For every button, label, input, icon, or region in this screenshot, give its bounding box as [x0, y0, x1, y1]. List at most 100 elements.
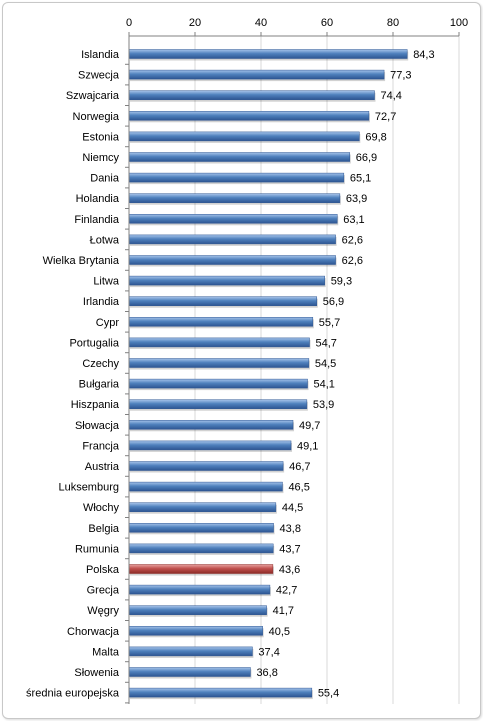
- value-label: 41,7: [273, 605, 294, 617]
- category-label: Cypr: [96, 317, 120, 329]
- category-label: Łotwa: [90, 234, 120, 246]
- category-label: Szwecja: [78, 70, 120, 82]
- bar: [128, 646, 253, 657]
- value-label: 44,5: [282, 502, 303, 514]
- category-label: Dania: [90, 173, 120, 185]
- value-label: 56,9: [323, 296, 344, 308]
- bars: [128, 49, 409, 700]
- value-label: 84,3: [413, 49, 434, 61]
- bar: [128, 605, 267, 615]
- category-label: średnia europejska: [26, 688, 120, 700]
- x-tick-label: 0: [126, 17, 132, 29]
- value-label: 69,8: [365, 131, 386, 143]
- x-tick-label: 60: [321, 17, 333, 29]
- category-label: Czechy: [82, 358, 119, 370]
- value-label: 65,1: [350, 173, 371, 185]
- bar: [128, 172, 345, 183]
- category-label: Polska: [86, 564, 120, 576]
- value-label: 54,5: [315, 358, 336, 370]
- value-label: 55,4: [318, 688, 339, 700]
- bar: [128, 667, 251, 677]
- bar: [128, 152, 351, 162]
- bar: [128, 523, 274, 533]
- value-label: 59,3: [331, 276, 352, 288]
- bar: [128, 69, 385, 80]
- category-label: Węgry: [87, 605, 119, 617]
- x-tick-label: 20: [189, 17, 201, 29]
- value-label: 54,7: [316, 337, 337, 349]
- category-label: Niemcy: [82, 152, 119, 164]
- value-label: 43,6: [279, 564, 300, 576]
- bar: [128, 275, 325, 286]
- category-label: Włochy: [83, 502, 120, 514]
- value-label: 43,8: [280, 523, 301, 535]
- bar: [128, 337, 310, 348]
- category-label: Holandia: [76, 193, 120, 205]
- value-label: 62,6: [342, 255, 363, 267]
- category-label: Słowacja: [75, 420, 120, 432]
- value-label: 74,4: [381, 90, 402, 102]
- bar: [128, 358, 310, 368]
- bar: [128, 90, 375, 100]
- category-label: Irlandia: [83, 296, 120, 308]
- category-labels: Islandia Szwecja Szwajcaria Norwegia Estonia…: [26, 49, 129, 704]
- value-label: 49,7: [299, 420, 320, 432]
- category-label: Chorwacja: [67, 626, 120, 638]
- bar: [128, 420, 294, 430]
- bar-highlight: [128, 564, 274, 574]
- bar: [128, 234, 336, 245]
- category-label: Grecja: [87, 585, 120, 597]
- value-label: 49,1: [297, 440, 318, 452]
- value-label: 77,3: [390, 70, 411, 82]
- bar: [128, 502, 277, 512]
- value-label: 40,5: [269, 626, 290, 638]
- category-label: Finlandia: [74, 214, 120, 226]
- value-label: 36,8: [256, 667, 277, 679]
- value-labels: 84,377,3 74,4 72,7 69,8 66,9 65,1 63,9 63,1 62,6…: [256, 49, 434, 700]
- category-label: Portugalia: [69, 337, 119, 349]
- x-axis-ticks: 0 20 40 60 80 100: [126, 17, 468, 37]
- bar: [128, 214, 338, 224]
- x-tick-label: 40: [255, 17, 267, 29]
- bar: [128, 111, 370, 121]
- bar: [128, 399, 308, 409]
- category-label: Francja: [82, 440, 120, 452]
- category-label: Islandia: [81, 49, 120, 61]
- value-label: 46,5: [288, 482, 309, 494]
- category-label: Litwa: [93, 276, 120, 288]
- value-label: 54,1: [314, 379, 335, 391]
- bar: [128, 378, 308, 389]
- category-label: Hiszpania: [71, 399, 120, 411]
- bar: [128, 296, 318, 306]
- category-label: Wielka Brytania: [43, 255, 120, 267]
- category-label: Estonia: [82, 131, 120, 143]
- value-label: 37,4: [258, 646, 279, 658]
- category-label: Rumunia: [75, 543, 120, 555]
- value-label: 63,1: [343, 214, 364, 226]
- bar: [128, 481, 283, 492]
- value-label: 53,9: [313, 399, 334, 411]
- value-label: 72,7: [375, 111, 396, 123]
- bar: [128, 584, 271, 595]
- value-label: 42,7: [276, 585, 297, 597]
- bar: [128, 49, 408, 59]
- category-label: Belgia: [88, 523, 119, 535]
- value-label: 46,7: [289, 461, 310, 473]
- x-tick-label: 100: [450, 17, 468, 29]
- bar: [128, 626, 263, 636]
- bar: [128, 543, 274, 554]
- value-label: 62,6: [342, 234, 363, 246]
- x-tick-label: 80: [387, 17, 399, 29]
- value-label: 43,7: [279, 543, 300, 555]
- category-label: Austria: [85, 461, 120, 473]
- value-label: 63,9: [346, 193, 367, 205]
- category-label: Norwegia: [73, 111, 120, 123]
- bar: [128, 255, 336, 265]
- category-label: Malta: [92, 646, 120, 658]
- bar: [128, 131, 360, 142]
- category-label: Bułgaria: [79, 379, 120, 391]
- bar: [128, 687, 313, 698]
- bar: [128, 440, 292, 451]
- value-label: 66,9: [356, 152, 377, 164]
